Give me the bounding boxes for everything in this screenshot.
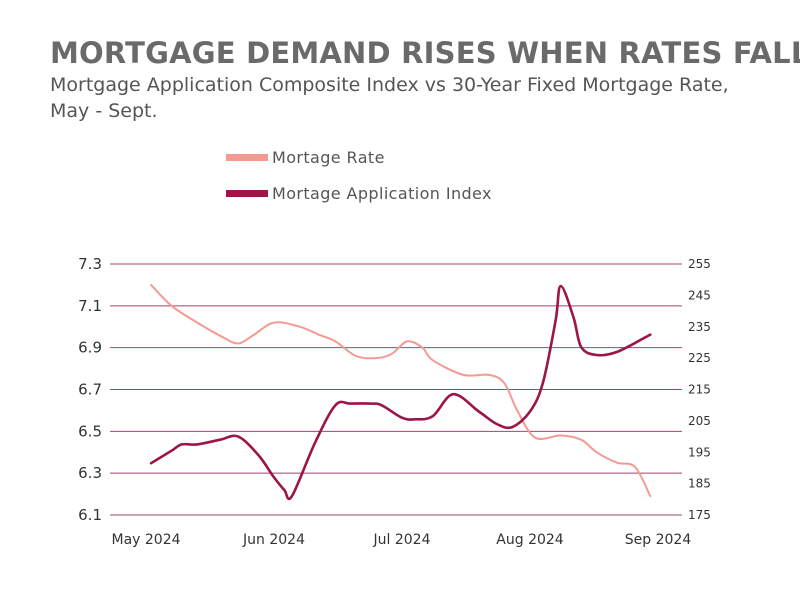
series-line-mortgage-rate	[150, 283, 652, 498]
y-right-tick-label: 215	[688, 383, 711, 397]
y-right-tick-label: 255	[688, 257, 711, 271]
legend-item-rate: Mortage Rate	[226, 147, 492, 167]
y-left-tick-label: 7.1	[78, 297, 102, 315]
legend-label-index: Mortage Application Index	[272, 183, 492, 203]
series-line-application-index	[149, 284, 652, 501]
y-left-tick-label: 6.9	[78, 339, 102, 357]
chart-title: MORTGAGE DEMAND RISES WHEN RATES FALL	[50, 36, 800, 70]
legend-swatch-index	[226, 189, 268, 197]
y-right-tick-label: 185	[688, 477, 711, 491]
y-left-tick-label: 6.3	[78, 464, 102, 482]
chart-subtitle: Mortgage Application Composite Index vs …	[50, 74, 729, 122]
legend: Mortage Rate Mortage Application Index	[226, 148, 492, 220]
y-left-tick-label: 6.5	[78, 422, 102, 440]
y-right-tick-label: 175	[688, 508, 711, 522]
y-right-tick-label: 245	[688, 288, 711, 302]
x-tick-label: Jul 2024	[373, 532, 431, 548]
x-tick-label: May 2024	[111, 532, 180, 548]
y-left-tick-label: 7.3	[78, 255, 102, 273]
x-tick-label: Sep 2024	[625, 532, 692, 548]
legend-item-index: Mortage Application Index	[226, 183, 492, 203]
legend-swatch-rate	[226, 153, 268, 161]
y-right-tick-label: 205	[688, 414, 711, 428]
y-left-tick-label: 6.1	[78, 506, 102, 524]
x-tick-label: Jun 2024	[242, 532, 305, 548]
x-tick-label: Aug 2024	[496, 532, 564, 548]
y-right-tick-label: 235	[688, 320, 711, 334]
y-right-tick-label: 195	[688, 445, 711, 459]
legend-label-rate: Mortage Rate	[272, 147, 385, 167]
y-right-tick-label: 225	[688, 351, 711, 365]
y-left-tick-label: 6.7	[78, 381, 102, 399]
